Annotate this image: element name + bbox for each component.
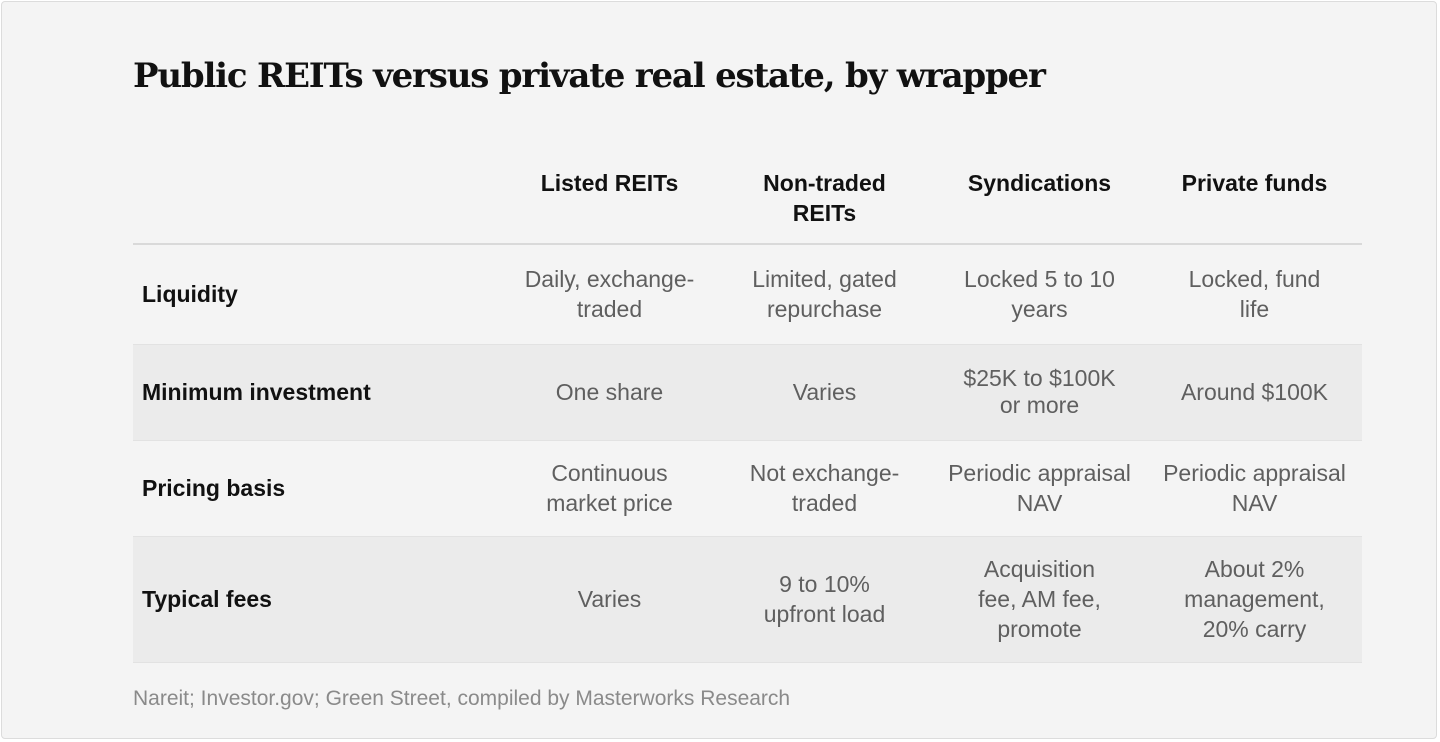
header-corner xyxy=(133,150,502,245)
column-header-syndications: Syndications xyxy=(932,150,1147,245)
table-cell: Locked 5 to 10 years xyxy=(932,244,1147,345)
table-cell: Periodic appraisal NAV xyxy=(1147,440,1362,537)
table-cell: About 2% management, 20% carry xyxy=(1147,536,1362,663)
table-cell: Acquisition fee, AM fee, promote xyxy=(932,536,1147,663)
table-cell: Locked, fund life xyxy=(1147,244,1362,345)
column-header-non-traded-reits: Non-traded REITs xyxy=(717,150,932,245)
table-cell: Periodic appraisal NAV xyxy=(932,440,1147,537)
table-cell: One share xyxy=(502,344,717,441)
table-row: Minimum investment One share Varies $25K… xyxy=(133,344,1362,441)
page-title: Public REITs versus private real estate,… xyxy=(133,56,1046,96)
table-cell: Not exchange-traded xyxy=(717,440,932,537)
row-label: Minimum investment xyxy=(133,344,502,441)
table-cell: Daily, exchange-traded xyxy=(502,244,717,345)
row-label: Liquidity xyxy=(133,244,502,345)
table-cell: Limited, gated repurchase xyxy=(717,244,932,345)
table-row: Typical fees Varies 9 to 10% upfront loa… xyxy=(133,536,1362,663)
column-header-listed-reits: Listed REITs xyxy=(502,150,717,245)
column-header-private-funds: Private funds xyxy=(1147,150,1362,245)
table-cell: 9 to 10% upfront load xyxy=(717,536,932,663)
table-cell: Around $100K xyxy=(1147,344,1362,441)
table-cell: Continuous market price xyxy=(502,440,717,537)
table-cell: $25K to $100K or more xyxy=(932,344,1147,441)
table-row: Pricing basis Continuous market price No… xyxy=(133,440,1362,537)
table-cell: Varies xyxy=(717,344,932,441)
header-row: Listed REITs Non-traded REITs Syndicatio… xyxy=(133,150,1362,245)
row-label: Pricing basis xyxy=(133,440,502,537)
comparison-table: Listed REITs Non-traded REITs Syndicatio… xyxy=(133,150,1362,663)
table-cell: Varies xyxy=(502,536,717,663)
source-note: Nareit; Investor.gov; Green Street, comp… xyxy=(133,687,791,710)
table-row: Liquidity Daily, exchange-traded Limited… xyxy=(133,244,1362,345)
row-label: Typical fees xyxy=(133,536,502,663)
